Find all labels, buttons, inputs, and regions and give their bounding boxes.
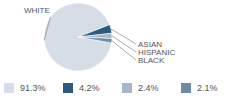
svg-text:HISPANIC: HISPANIC <box>138 48 175 57</box>
svg-text:91.3%: 91.3% <box>20 83 46 93</box>
svg-text:4.2%: 4.2% <box>79 83 100 93</box>
svg-text:ASIAN: ASIAN <box>138 40 162 49</box>
svg-text:WHITE: WHITE <box>24 6 50 15</box>
svg-text:2.1%: 2.1% <box>197 83 218 93</box>
svg-text:2.4%: 2.4% <box>138 83 159 93</box>
svg-text:BLACK: BLACK <box>138 56 165 65</box>
